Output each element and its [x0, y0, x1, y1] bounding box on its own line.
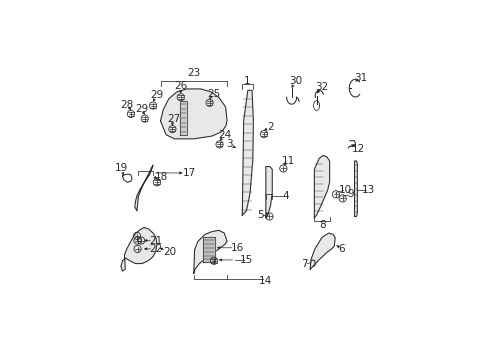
Polygon shape — [242, 90, 253, 215]
Text: 28: 28 — [120, 100, 133, 110]
Text: 17: 17 — [182, 168, 195, 178]
Polygon shape — [314, 156, 329, 218]
Text: 7: 7 — [301, 258, 307, 269]
Text: 31: 31 — [354, 73, 367, 83]
Text: 2: 2 — [267, 122, 273, 132]
Text: 11: 11 — [282, 156, 295, 166]
Polygon shape — [203, 237, 214, 262]
Text: 14: 14 — [259, 276, 272, 286]
Text: 9: 9 — [347, 189, 353, 199]
Polygon shape — [135, 165, 153, 211]
Text: 1: 1 — [244, 76, 250, 86]
Text: 12: 12 — [351, 144, 364, 154]
Text: 8: 8 — [318, 220, 325, 230]
Polygon shape — [180, 102, 186, 135]
Text: 13: 13 — [361, 185, 374, 194]
Text: 30: 30 — [288, 76, 302, 86]
Polygon shape — [265, 167, 272, 218]
Text: 5: 5 — [257, 210, 263, 220]
Polygon shape — [121, 228, 157, 271]
Polygon shape — [309, 233, 334, 269]
Text: 10: 10 — [338, 185, 351, 194]
Polygon shape — [193, 230, 226, 273]
Text: 20: 20 — [163, 247, 176, 257]
Text: 27: 27 — [166, 114, 180, 125]
Text: 4: 4 — [282, 191, 289, 201]
Text: 6: 6 — [338, 244, 344, 254]
Text: 3: 3 — [225, 139, 232, 149]
Polygon shape — [354, 161, 357, 216]
Text: 23: 23 — [187, 68, 200, 78]
Text: 15: 15 — [239, 255, 253, 265]
Text: 21: 21 — [149, 235, 162, 246]
Text: 32: 32 — [314, 82, 327, 92]
Text: 25: 25 — [207, 90, 220, 99]
Text: 16: 16 — [230, 243, 244, 253]
Text: 29: 29 — [135, 104, 148, 114]
Text: 19: 19 — [115, 163, 128, 174]
Text: 18: 18 — [154, 172, 168, 182]
Text: 22: 22 — [149, 244, 162, 254]
Polygon shape — [160, 89, 226, 139]
Text: 24: 24 — [218, 130, 231, 140]
Text: 26: 26 — [174, 81, 187, 91]
Text: 29: 29 — [150, 90, 163, 100]
